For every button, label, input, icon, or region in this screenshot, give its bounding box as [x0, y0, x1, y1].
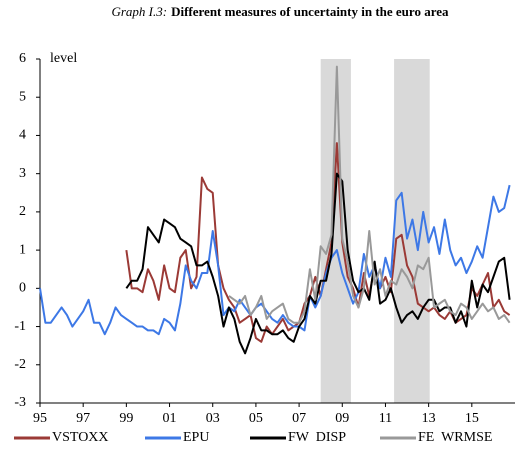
shaded-period [394, 59, 430, 403]
series-line [125, 172, 511, 355]
y-tick-label: 4 [19, 128, 26, 143]
series-line [228, 65, 511, 324]
legend-label: VSTOXX [52, 430, 109, 445]
y-axis-label: level [50, 51, 77, 66]
x-tick-label: 97 [76, 411, 90, 426]
y-tick-label: 3 [19, 166, 26, 181]
y-tick-label: -2 [14, 357, 26, 372]
series-line [125, 142, 511, 343]
y-tick-label: 2 [19, 204, 26, 219]
x-tick-label: 01 [163, 411, 177, 426]
x-tick-label: 99 [119, 411, 133, 426]
x-tick-label: 09 [335, 411, 349, 426]
x-tick-label: 13 [422, 411, 436, 426]
x-tick-label: 95 [33, 411, 47, 426]
chart-title: Graph I.3: Different measures of uncertai… [111, 4, 449, 19]
x-tick-label: 05 [249, 411, 263, 426]
y-tick-label: -1 [14, 319, 26, 334]
series-line [39, 184, 511, 336]
title-label: Graph I.3: [111, 4, 167, 19]
legend-label: FW DISP [288, 430, 346, 445]
y-tick-label: -3 [14, 395, 26, 410]
y-tick-label: 1 [19, 242, 26, 257]
x-tick-label: 11 [379, 411, 392, 426]
x-tick-label: 07 [292, 411, 306, 426]
y-tick-label: 6 [19, 51, 26, 66]
title-text: Different measures of uncertainty in the… [171, 4, 449, 19]
legend-label: EPU [183, 430, 209, 445]
y-tick-label: 5 [19, 89, 26, 104]
y-tick-label: 0 [19, 281, 26, 296]
legend-label: FE WRMSE [418, 430, 492, 445]
x-tick-label: 15 [465, 411, 479, 426]
x-tick-label: 03 [206, 411, 220, 426]
